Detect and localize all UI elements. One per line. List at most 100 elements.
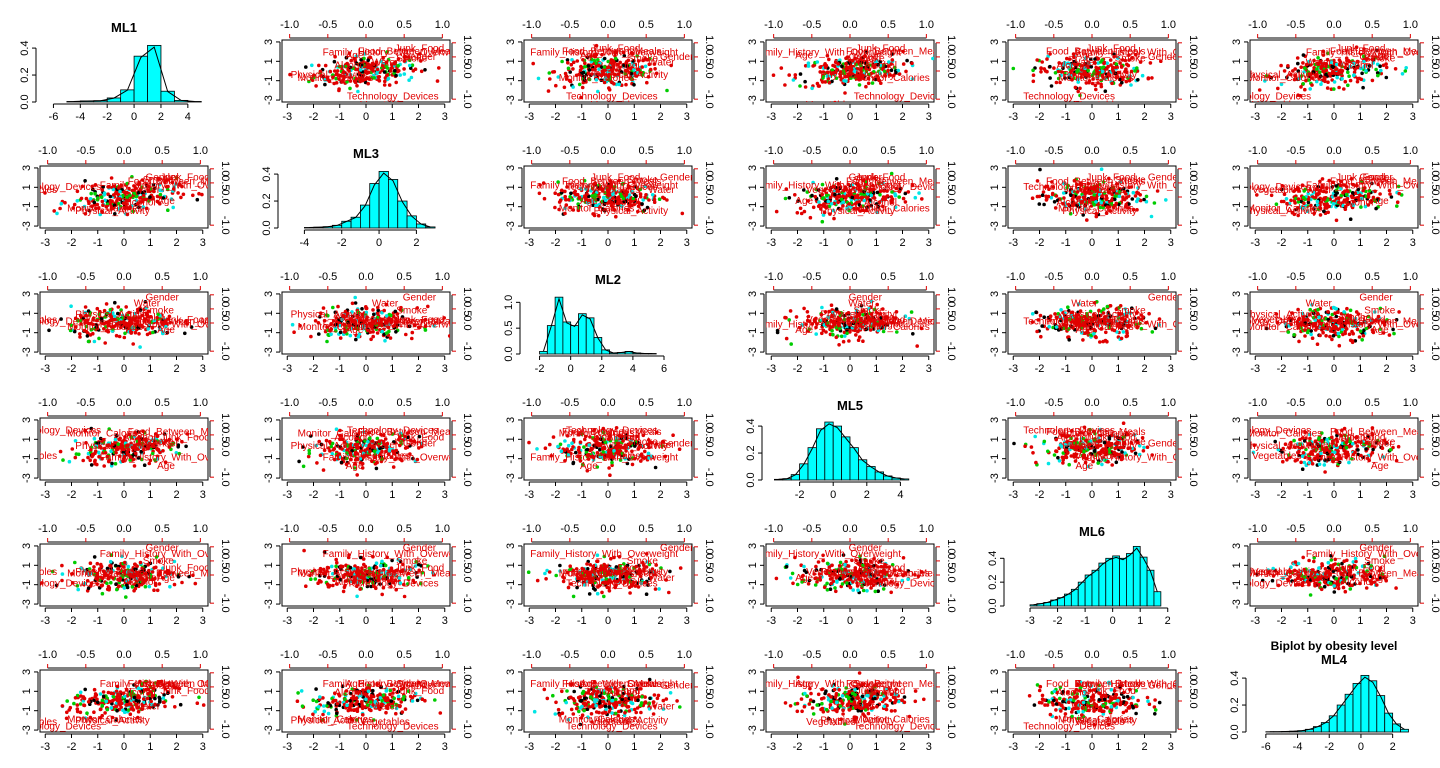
- x-tick-label: 2: [599, 363, 605, 375]
- score-point: [397, 69, 401, 73]
- score-point: [1105, 304, 1110, 309]
- right-tick-label: 0.0: [219, 315, 231, 330]
- score-point: [551, 70, 555, 74]
- score-point: [579, 95, 583, 100]
- score-point: [1324, 72, 1328, 77]
- x-tick-label: -1: [1303, 111, 1313, 123]
- score-point: [1404, 66, 1408, 70]
- score-point: [1078, 86, 1082, 91]
- score-point: [325, 339, 329, 344]
- score-point: [568, 195, 572, 199]
- x-tick-label: 0: [121, 363, 127, 375]
- score-point: [1124, 334, 1129, 339]
- score-point: [1044, 194, 1048, 199]
- score-point: [379, 59, 383, 64]
- score-point: [118, 197, 122, 201]
- score-point: [845, 331, 849, 336]
- x-tick-label: 0: [363, 363, 369, 375]
- loading-label: Alcohol: [1341, 60, 1374, 71]
- score-point: [575, 59, 580, 63]
- x-tick-label: 0: [847, 111, 853, 123]
- score-point: [1297, 339, 1301, 344]
- score-point: [901, 196, 906, 201]
- right-tick-label: 0.0: [1187, 63, 1199, 78]
- diagonal-title: ML2: [595, 272, 621, 287]
- score-point: [338, 74, 343, 78]
- x-tick-label: -3: [766, 111, 776, 123]
- y-tick-label: -1: [263, 328, 275, 338]
- score-point: [606, 59, 610, 64]
- y-tick-label: 1: [505, 58, 517, 64]
- right-tick-label: 0.5: [1187, 175, 1199, 190]
- right-tick-label: -1.0: [219, 216, 231, 235]
- top-tick-label: 0.0: [842, 145, 857, 157]
- x-tick-label: 0: [1089, 111, 1095, 123]
- score-point: [311, 75, 316, 80]
- score-point: [117, 334, 122, 339]
- x-tick-label: -2: [1035, 363, 1045, 375]
- score-point: [334, 76, 338, 81]
- y-tick-label: -3: [1231, 347, 1243, 357]
- score-point: [1035, 58, 1039, 62]
- score-point: [197, 191, 201, 196]
- y-tick-label: 1: [989, 184, 1001, 190]
- score-point: [558, 198, 563, 202]
- score-point: [562, 85, 567, 90]
- top-tick-label: 0.0: [600, 145, 615, 157]
- loading-label: Alcohol: [1057, 60, 1090, 71]
- score-point: [1370, 78, 1375, 83]
- loading-label: Water: [1306, 58, 1333, 69]
- score-point: [1035, 329, 1039, 334]
- top-tick-label: 0.0: [116, 271, 131, 283]
- loading-label: Junk_Food: [1336, 43, 1385, 54]
- y-tick-label: 0.0: [503, 346, 515, 361]
- x-tick-label: 1: [631, 237, 637, 249]
- top-tick-label: -0.5: [560, 145, 579, 157]
- score-point: [799, 211, 804, 216]
- right-tick-label: 1.0: [945, 35, 957, 50]
- loading-label: Water: [648, 185, 675, 196]
- score-point: [1348, 78, 1353, 83]
- y-tick-label: -1: [505, 202, 517, 212]
- x-tick-label: -1: [1061, 363, 1071, 375]
- score-point: [1081, 338, 1085, 342]
- score-point: [1360, 338, 1364, 342]
- score-point: [356, 89, 360, 94]
- x-tick-label: 1: [1357, 237, 1363, 249]
- right-tick-label: 0.5: [461, 301, 473, 316]
- loading-label: Junk_Food: [591, 172, 640, 183]
- biplot-panel-ML3-ML1: Food_Between_MealsFamily_History_With_Ov…: [21, 145, 231, 249]
- score-point: [78, 335, 82, 339]
- loading-label: Physical_Activity: [1243, 70, 1317, 81]
- x-tick-label: -1: [1303, 237, 1313, 249]
- score-point: [1144, 194, 1149, 199]
- right-tick-label: 0.5: [1429, 175, 1440, 190]
- loading-label: Alcohol: [123, 312, 156, 323]
- right-tick-label: -1.0: [219, 342, 231, 361]
- score-point: [353, 80, 358, 85]
- x-tick-label: 1: [873, 363, 879, 375]
- score-point: [1110, 198, 1114, 202]
- right-tick-label: 0.5: [219, 301, 231, 316]
- right-tick-label: 0.0: [703, 189, 715, 204]
- score-point: [1384, 75, 1389, 80]
- score-point: [1324, 68, 1329, 73]
- score-point: [787, 196, 792, 200]
- score-point: [841, 200, 846, 205]
- score-point: [648, 67, 653, 72]
- score-point: [318, 69, 323, 74]
- y-tick-label: -3: [1231, 221, 1243, 231]
- top-tick-label: 0.5: [397, 19, 412, 31]
- loading-label: Alcohol: [864, 198, 897, 209]
- x-tick-label: -4: [75, 111, 85, 123]
- score-point: [841, 339, 846, 344]
- y-tick-label: 1: [21, 310, 33, 316]
- score-point: [184, 444, 188, 449]
- score-point: [55, 211, 59, 216]
- score-point: [1376, 73, 1380, 78]
- score-point: [1030, 312, 1035, 316]
- score-point: [380, 64, 385, 68]
- x-tick-label: -3: [1008, 237, 1018, 249]
- loading-label: Age: [795, 325, 813, 336]
- top-tick-label: 1.0: [1403, 271, 1418, 283]
